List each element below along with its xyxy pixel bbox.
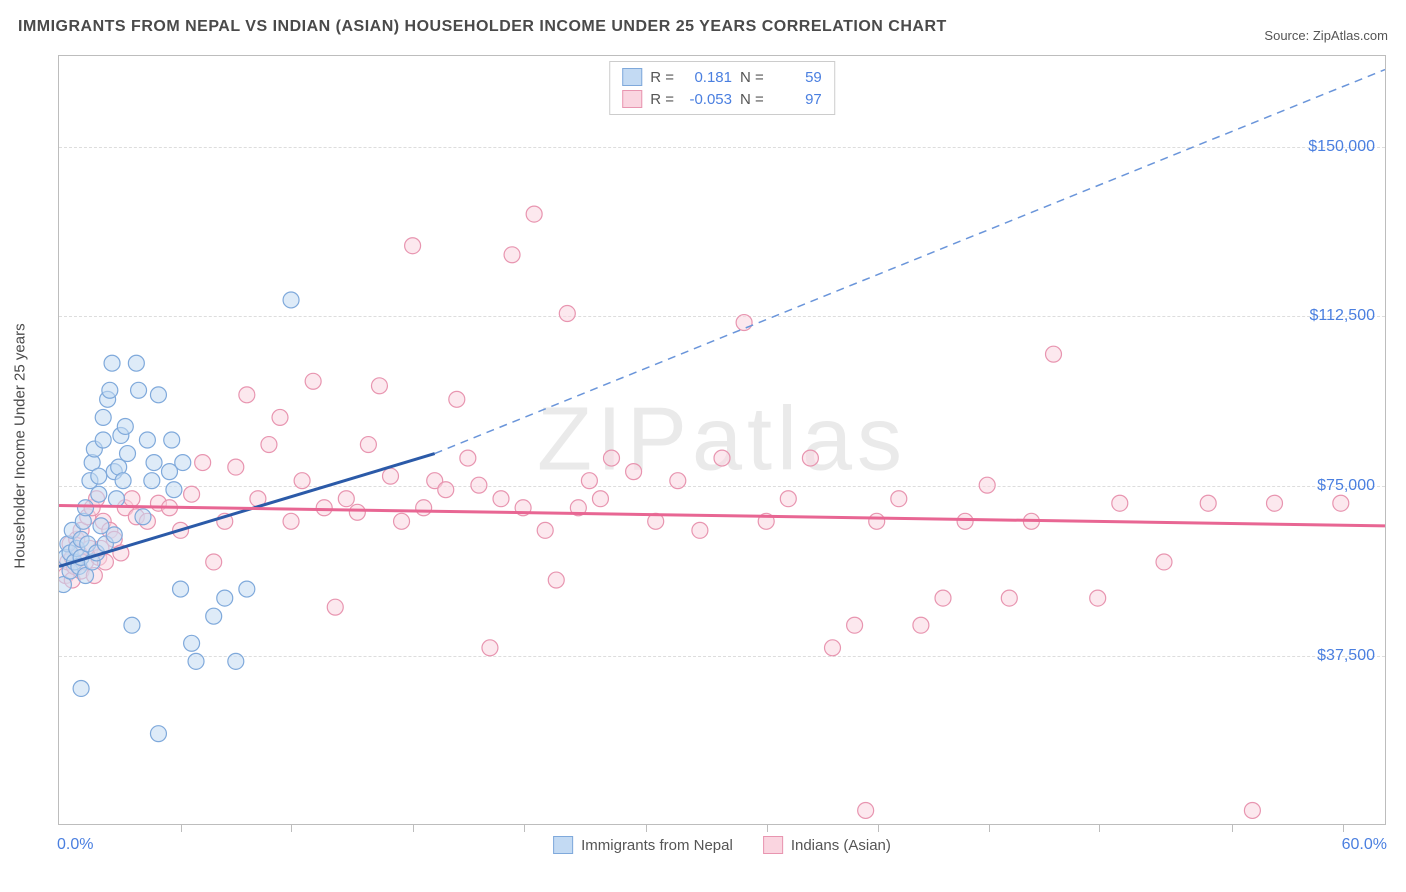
swatch-series2 (622, 90, 642, 108)
legend-item-series2: Indians (Asian) (763, 836, 891, 854)
x-tick (1343, 824, 1344, 832)
chart-container: IMMIGRANTS FROM NEPAL VS INDIAN (ASIAN) … (0, 0, 1406, 892)
y-gridline (59, 147, 1385, 148)
chart-title: IMMIGRANTS FROM NEPAL VS INDIAN (ASIAN) … (18, 18, 947, 36)
n-label: N = (740, 69, 764, 86)
n-label: N = (740, 91, 764, 108)
x-tick (291, 824, 292, 832)
swatch-series1 (553, 836, 573, 854)
x-tick (646, 824, 647, 832)
stats-row-series1: R = 0.181 N = 59 (622, 66, 822, 88)
stats-row-series2: R = -0.053 N = 97 (622, 88, 822, 110)
bottom-legend: Immigrants from Nepal Indians (Asian) (553, 836, 891, 854)
x-tick (1099, 824, 1100, 832)
r-label: R = (650, 91, 674, 108)
x-tick (181, 824, 182, 832)
x-tick (413, 824, 414, 832)
source-label: Source: (1264, 28, 1309, 43)
swatch-series2 (763, 836, 783, 854)
legend-label-series2: Indians (Asian) (791, 837, 891, 854)
y-gridline (59, 316, 1385, 317)
legend-label-series1: Immigrants from Nepal (581, 837, 733, 854)
r-value-series1: 0.181 (682, 69, 732, 86)
y-gridline (59, 656, 1385, 657)
r-value-series2: -0.053 (682, 91, 732, 108)
r-label: R = (650, 69, 674, 86)
y-axis-label: Householder Income Under 25 years (12, 323, 29, 568)
legend-item-series1: Immigrants from Nepal (553, 836, 733, 854)
source-citation: Source: ZipAtlas.com (1264, 28, 1388, 43)
y-grid-label: $112,500 (1309, 307, 1375, 325)
swatch-series1 (622, 68, 642, 86)
y-grid-label: $150,000 (1308, 138, 1375, 156)
x-tick (989, 824, 990, 832)
x-axis-max-label: 60.0% (1342, 836, 1387, 854)
y-grid-label: $37,500 (1317, 647, 1375, 665)
x-tick (878, 824, 879, 832)
chart-svg (59, 56, 1385, 824)
n-value-series2: 97 (772, 91, 822, 108)
x-tick (767, 824, 768, 832)
n-value-series1: 59 (772, 69, 822, 86)
plot-area: ZIPatlas $37,500$75,000$112,500$150,000 … (58, 55, 1386, 825)
source-value: ZipAtlas.com (1313, 28, 1388, 43)
y-grid-label: $75,000 (1317, 477, 1375, 495)
stats-legend: R = 0.181 N = 59 R = -0.053 N = 97 (609, 61, 835, 115)
watermark: ZIPatlas (537, 389, 907, 492)
x-axis-min-label: 0.0% (57, 836, 93, 854)
x-tick (1232, 824, 1233, 832)
x-tick (524, 824, 525, 832)
y-gridline (59, 486, 1385, 487)
